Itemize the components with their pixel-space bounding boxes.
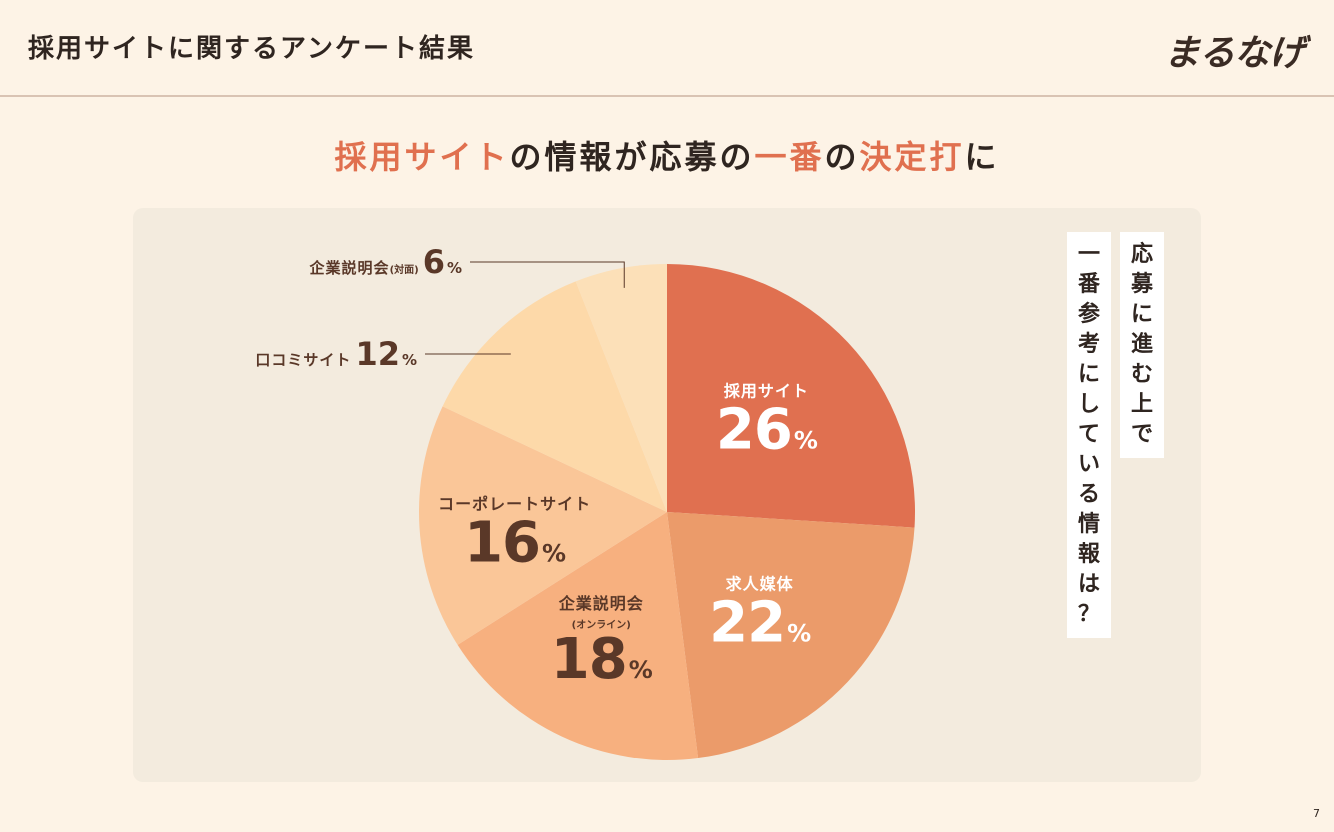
percent-sign: % — [628, 656, 653, 685]
slice-label-1: 採用サイト 26% — [715, 377, 818, 463]
pie-slice-6 — [575, 264, 667, 512]
slice-label-2: 求人媒体 22% — [709, 571, 811, 656]
percent-sign: % — [446, 259, 462, 277]
page-number: 7 — [1313, 807, 1320, 820]
headline-accent-3: 決定打 — [859, 138, 965, 176]
percent-sign: % — [793, 426, 818, 455]
slice-name: 企業説明会 — [309, 259, 390, 277]
slice-value: 16% — [464, 510, 566, 576]
headline-accent-2: 一番 — [754, 138, 825, 176]
slice-name: 求人媒体 — [725, 574, 794, 594]
question-line-2: 一番参考にしている情報は？ — [1067, 232, 1111, 638]
percent-sign: % — [401, 351, 417, 369]
slice-name: 口コミサイト — [255, 351, 352, 369]
question-line-1: 応募に進む上で — [1120, 232, 1164, 458]
leader-line-6 — [470, 261, 625, 288]
slice-value: 26% — [715, 397, 818, 463]
header-divider — [0, 95, 1334, 97]
slice-name: コーポレートサイト — [438, 494, 592, 514]
slice-value: 6 — [422, 243, 445, 281]
slice-name: 企業説明会 — [558, 594, 644, 614]
slice-sublabel: (対面) — [389, 265, 419, 276]
brand-logo: まるなげ — [1163, 33, 1305, 74]
slice-value: 22% — [709, 590, 811, 656]
percent-sign: % — [542, 539, 566, 568]
slice-name: 採用サイト — [723, 381, 809, 401]
pie-slice-2 — [667, 512, 915, 759]
pie-slice-4 — [419, 406, 667, 645]
slice-value: 18% — [550, 627, 653, 693]
percent-sign: % — [787, 619, 811, 648]
slice-label-5: 口コミサイト 12% — [255, 335, 417, 373]
headline-text-1: の情報が応募の — [509, 138, 755, 176]
pie-slice-1 — [667, 264, 915, 528]
slice-label-4: コーポレートサイト 16% — [438, 491, 591, 574]
slice-label-6: 企業説明会(対面) 6% — [310, 243, 462, 281]
slice-value: 12 — [355, 335, 400, 373]
page-title: 採用サイトに関するアンケート結果 — [28, 34, 475, 64]
headline-text-3: に — [964, 138, 1000, 176]
headline-text-2: の — [824, 138, 860, 176]
pie-slice-5 — [442, 281, 667, 512]
headline-accent-1: 採用サイト — [334, 138, 510, 176]
slice-sublabel: (オンライン) — [571, 620, 631, 632]
slice-label-3: 企業説明会 (オンライン) 18% — [550, 590, 653, 693]
pie-slice-3 — [457, 512, 699, 760]
headline: 採用サイトの情報が応募の一番の決定打に — [0, 132, 1334, 178]
